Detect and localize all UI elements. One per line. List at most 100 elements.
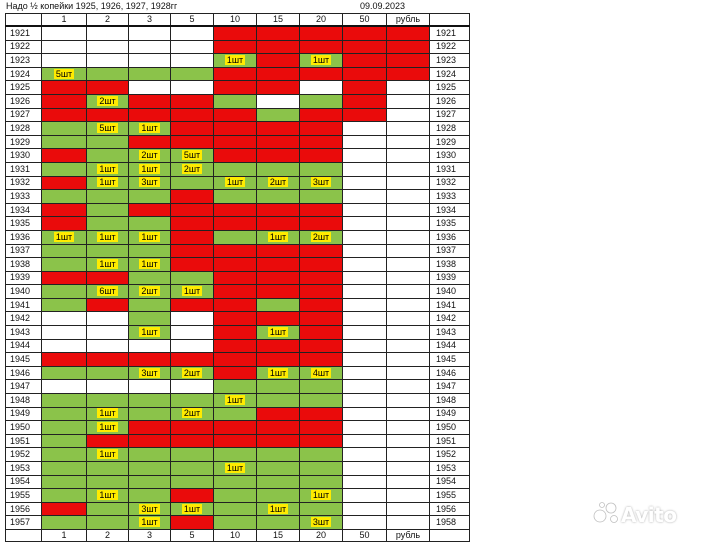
coin-cell: [342, 474, 387, 490]
year-cell-right: 1930: [429, 148, 470, 163]
coin-cell: [128, 474, 171, 490]
year-cell: 1925: [5, 80, 42, 95]
coin-cell: 1шт: [86, 488, 129, 503]
coin-cell: [41, 202, 87, 218]
coin-cell: [41, 161, 87, 177]
coin-cell: [128, 488, 171, 503]
count-note: 4шт: [310, 367, 332, 378]
coin-cell: 1шт: [256, 365, 300, 381]
coin-cell: [256, 148, 300, 163]
coin-cell: [213, 515, 257, 530]
coin-cell: [299, 121, 343, 136]
column-header: 15: [256, 13, 300, 27]
column-footer: 50: [342, 528, 387, 542]
coin-cell: [170, 297, 214, 313]
count-note: 1шт: [97, 163, 118, 174]
coin-cell: [256, 338, 300, 354]
table-row: 1943 1шт 1шт 1943: [5, 325, 470, 340]
year-cell: 1956: [5, 501, 42, 517]
year-cell: 1943: [5, 325, 42, 340]
coin-cell: [213, 229, 257, 245]
coin-cell: [41, 53, 87, 68]
coin-cell: 1шт: [128, 121, 171, 136]
coin-cell: 3шт: [299, 175, 343, 191]
count-note: 2шт: [181, 163, 203, 174]
coin-cell: [41, 189, 87, 204]
coin-cell: [299, 379, 343, 395]
coin-cell: [342, 243, 387, 259]
coin-cell: [128, 406, 171, 422]
coin-cell: 3шт: [128, 175, 171, 191]
year-cell-right: 1936: [429, 229, 470, 245]
column-footer: 10: [213, 528, 257, 542]
table-row: 1949 1шт 2шт 1949: [5, 406, 470, 422]
coin-cell: [128, 93, 171, 109]
table-row: 1921 1921: [5, 24, 470, 41]
coin-cell: 1шт: [213, 53, 257, 68]
count-note: 1шт: [181, 503, 203, 514]
coin-cell: [170, 379, 214, 395]
count-note: 1шт: [53, 231, 75, 242]
coin-cell: 5шт: [170, 148, 214, 163]
coin-cell: [213, 352, 257, 367]
coin-cell: [386, 24, 430, 41]
year-cell: 1937: [5, 243, 42, 259]
coin-cell: [213, 406, 257, 422]
coin-cell: [213, 488, 257, 503]
coin-cell: 3шт: [128, 365, 171, 381]
coin-cell: [256, 352, 300, 367]
count-note: 1шт: [224, 462, 246, 473]
count-note: 2шт: [139, 150, 160, 161]
table-row: 1945 1945: [5, 352, 470, 367]
coin-cell: [342, 352, 387, 367]
count-note: 2шт: [181, 367, 203, 378]
coin-cell: [41, 406, 87, 422]
coin-cell: 1шт: [213, 175, 257, 191]
coin-cell: [213, 107, 257, 123]
coin-cell: [213, 161, 257, 177]
coin-cell: [342, 379, 387, 395]
coin-cell: [86, 474, 129, 490]
coin-cell: [256, 515, 300, 530]
coin-cell: 5шт: [86, 121, 129, 136]
count-note: 1шт: [267, 326, 289, 337]
year-cell: 1950: [5, 420, 42, 435]
coin-cell: [386, 297, 430, 313]
year-cell: 1934: [5, 202, 42, 218]
coin-cell: 1шт: [128, 229, 171, 245]
coin-cell: [299, 406, 343, 422]
coin-cell: [128, 202, 171, 218]
year-cell-right: 1950: [429, 420, 470, 435]
coin-cell: [213, 379, 257, 395]
coin-cell: [128, 53, 171, 68]
table-row: 1947 1947: [5, 379, 470, 395]
count-note: 1шт: [97, 449, 118, 460]
count-note: 1шт: [139, 122, 160, 133]
table-row: 1957 1шт 3шт 1958: [5, 515, 470, 530]
coin-cell: [386, 420, 430, 435]
coin-cell: [128, 379, 171, 395]
coin-cell: [256, 53, 300, 68]
coin-cell: [86, 501, 129, 517]
year-cell: 1947: [5, 379, 42, 395]
year-cell-right: 1927: [429, 107, 470, 123]
year-cell: 1942: [5, 311, 42, 327]
coin-cell: [256, 406, 300, 422]
coin-cell: [386, 39, 430, 55]
coin-cell: [386, 338, 430, 354]
coin-cell: [170, 461, 214, 476]
coin-cell: [299, 433, 343, 449]
year-cell-right: 1955: [429, 488, 470, 503]
table-row: 1934 1934: [5, 202, 470, 218]
count-note: 1шт: [97, 258, 118, 269]
column-header: рубль: [386, 13, 430, 27]
coin-cell: [213, 189, 257, 204]
avito-logo-icon: [593, 502, 618, 523]
coin-cell: [342, 257, 387, 272]
year-cell: 1957: [5, 515, 42, 530]
coin-cell: 1шт: [170, 284, 214, 299]
year-cell-right: 1947: [429, 379, 470, 395]
coin-cell: [128, 134, 171, 150]
coin-cell: [256, 189, 300, 204]
